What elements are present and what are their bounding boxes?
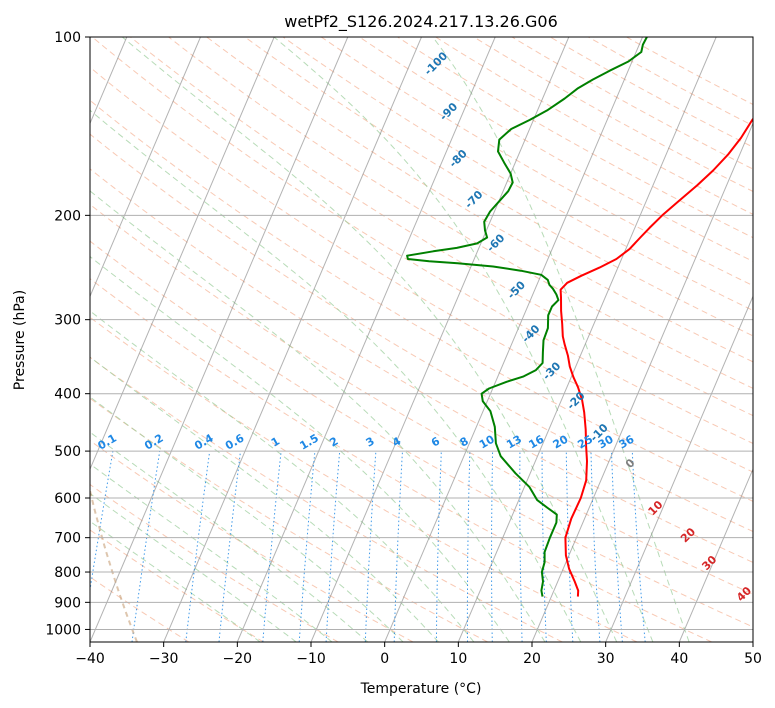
y-tick-label: 600 [54, 491, 81, 507]
isotherm-line [90, 37, 201, 298]
x-tick-label: 50 [744, 651, 762, 667]
profile-lines [406, 37, 753, 597]
temperature-line [559, 117, 753, 597]
isotherm-line [384, 37, 643, 642]
y-tick-label: 1000 [45, 622, 81, 638]
x-axis-title: Temperature (°C) [360, 681, 482, 697]
dry-adiabat-line [168, 37, 753, 389]
moist-adiabat-line [273, 37, 654, 642]
y-tick-label: 800 [54, 565, 81, 581]
x-tick-label: 20 [523, 651, 541, 667]
dry-adiabat-line [90, 356, 563, 642]
dry-adiabat-line [90, 66, 753, 473]
dry-adiabat-line [90, 483, 339, 642]
x-tick-label: 30 [597, 651, 615, 667]
dry-adiabat-line [90, 133, 753, 533]
isotherm-line [678, 467, 753, 642]
isotherm-line [90, 37, 349, 642]
dry-adiabat-line [206, 37, 753, 363]
isotherm-line [752, 640, 753, 642]
moist-adiabat-line [432, 37, 690, 642]
y-tick-label: 700 [54, 531, 81, 547]
y-axis-title: Pressure (hPa) [12, 290, 28, 390]
mixing-ratio-line [185, 451, 211, 642]
axis-ticks: −40 −30 −20 −10 0 10 20 30 40 50 100 200 300 400 500 60… [45, 30, 762, 667]
mixing-ratio-line [131, 451, 161, 642]
y-tick-label: 500 [54, 444, 81, 460]
plot-background [90, 37, 753, 642]
y-tick-label: 100 [54, 30, 81, 46]
background-lines [90, 37, 753, 642]
dry-adiabat-line [90, 168, 753, 563]
y-tick-label: 900 [54, 595, 81, 611]
dry-adiabat-line [90, 203, 753, 595]
y-tick-label: 400 [54, 387, 81, 403]
isotherm-line [457, 37, 717, 642]
dewpoint-line [406, 37, 648, 597]
isotherm-line [163, 37, 422, 642]
dry-adiabat-line [90, 316, 638, 642]
dry-adiabat-line [91, 37, 753, 444]
dry-adiabat-line [130, 37, 753, 417]
x-tick-label: −30 [149, 651, 179, 667]
mixing-ratio-line [218, 451, 241, 642]
isotherm-line [605, 295, 753, 642]
isotherm-line [310, 37, 570, 642]
moist-adiabat-line [90, 310, 475, 642]
x-tick-label: −40 [75, 651, 105, 667]
y-tick-label: 300 [54, 313, 81, 329]
x-tick-label: 40 [670, 651, 688, 667]
isotherm-line [90, 37, 275, 471]
dry-adiabat-line [90, 240, 753, 628]
moist-adiabat-line [90, 492, 297, 642]
moist-adiabat-line [121, 37, 618, 642]
x-tick-label: −10 [296, 651, 326, 667]
y-tick-label: 200 [54, 208, 81, 224]
mixing-ratio-line [90, 451, 114, 594]
isotherm-line [236, 37, 496, 642]
chart-title: wetPf2_S126.2024.217.13.26.G06 [284, 12, 558, 32]
moist-adiabat-line [90, 255, 510, 642]
moist-adiabat-line [90, 396, 404, 642]
plot-frame [89, 36, 754, 643]
x-tick-label: 10 [449, 651, 467, 667]
x-tick-label: 0 [380, 651, 389, 667]
isotherm-line [531, 122, 753, 642]
x-tick-label: −20 [223, 651, 253, 667]
